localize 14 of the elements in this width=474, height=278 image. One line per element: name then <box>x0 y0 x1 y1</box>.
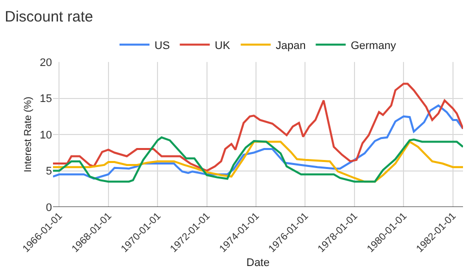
line-series <box>53 104 463 180</box>
legend-label: Japan <box>276 40 306 52</box>
y-tick-label: 20 <box>40 56 52 69</box>
chart-title: Discount rate <box>4 8 94 26</box>
legend-label: UK <box>214 40 231 52</box>
line-series <box>53 82 463 172</box>
y-axis-title: Interest Rate (%) <box>22 96 34 172</box>
y-tick-label: 15 <box>40 93 52 106</box>
y-tick-label: 10 <box>40 129 52 142</box>
y-tick-label: 5 <box>46 166 52 178</box>
legend-label: Germany <box>350 40 396 52</box>
x-axis-title: Date <box>246 257 270 270</box>
y-tick-label: 0 <box>46 202 52 214</box>
legend-label: US <box>154 40 170 52</box>
